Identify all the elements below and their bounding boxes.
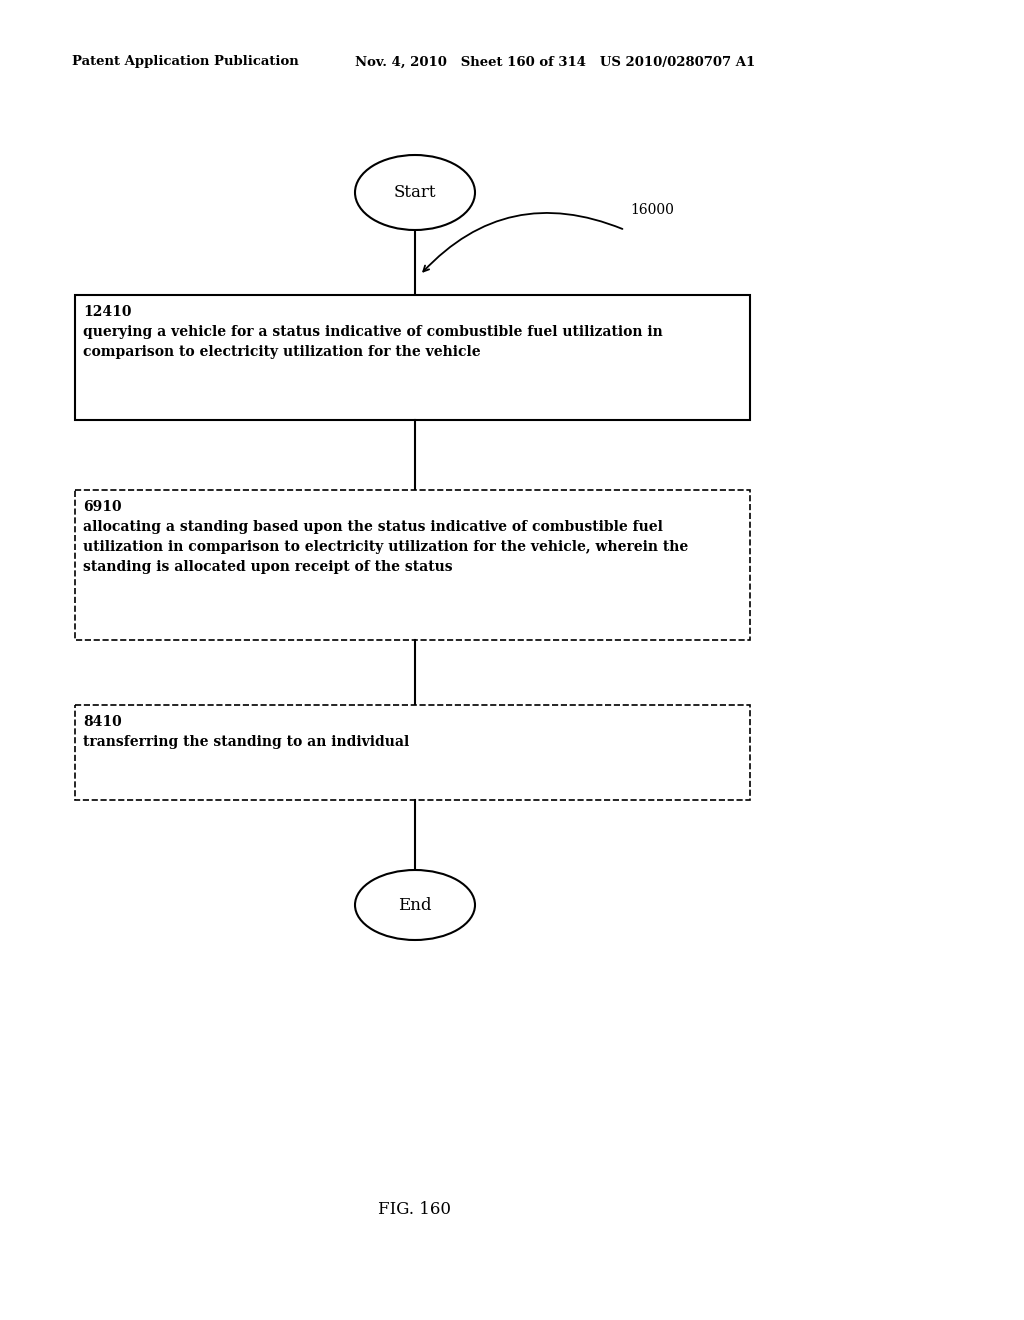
Ellipse shape [355, 154, 475, 230]
Text: End: End [398, 896, 432, 913]
Bar [75, 490, 750, 640]
Text: Nov. 4, 2010   Sheet 160 of 314   US 2010/0280707 A1: Nov. 4, 2010 Sheet 160 of 314 US 2010/02… [355, 55, 756, 69]
Text: querying a vehicle for a status indicative of combustible fuel utilization in: querying a vehicle for a status indicati… [83, 325, 663, 339]
Text: 8410: 8410 [83, 715, 122, 729]
Text: 16000: 16000 [630, 203, 674, 216]
Bar [75, 705, 750, 800]
Text: standing is allocated upon receipt of the status: standing is allocated upon receipt of th… [83, 560, 453, 574]
Text: FIG. 160: FIG. 160 [379, 1201, 452, 1218]
Text: 6910: 6910 [83, 500, 122, 513]
Ellipse shape [355, 870, 475, 940]
Text: allocating a standing based upon the status indicative of combustible fuel: allocating a standing based upon the sta… [83, 520, 663, 535]
Text: comparison to electricity utilization for the vehicle: comparison to electricity utilization fo… [83, 345, 480, 359]
Bar [75, 294, 750, 420]
Text: transferring the standing to an individual: transferring the standing to an individu… [83, 735, 410, 748]
Text: 12410: 12410 [83, 305, 131, 319]
Text: Patent Application Publication: Patent Application Publication [72, 55, 299, 69]
Text: utilization in comparison to electricity utilization for the vehicle, wherein th: utilization in comparison to electricity… [83, 540, 688, 554]
Text: Start: Start [394, 183, 436, 201]
